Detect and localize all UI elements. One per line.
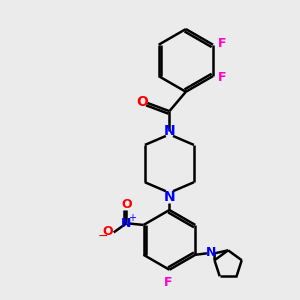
Text: F: F: [218, 71, 227, 84]
Text: F: F: [164, 276, 172, 289]
Text: N: N: [164, 190, 175, 204]
Text: F: F: [218, 37, 227, 50]
Text: O: O: [121, 198, 131, 211]
Text: O: O: [136, 95, 148, 109]
Text: +: +: [128, 213, 136, 223]
Text: N: N: [121, 217, 131, 230]
Text: −: −: [98, 230, 108, 243]
Text: N: N: [206, 246, 216, 259]
Text: N: N: [164, 124, 175, 138]
Text: O: O: [102, 225, 113, 238]
